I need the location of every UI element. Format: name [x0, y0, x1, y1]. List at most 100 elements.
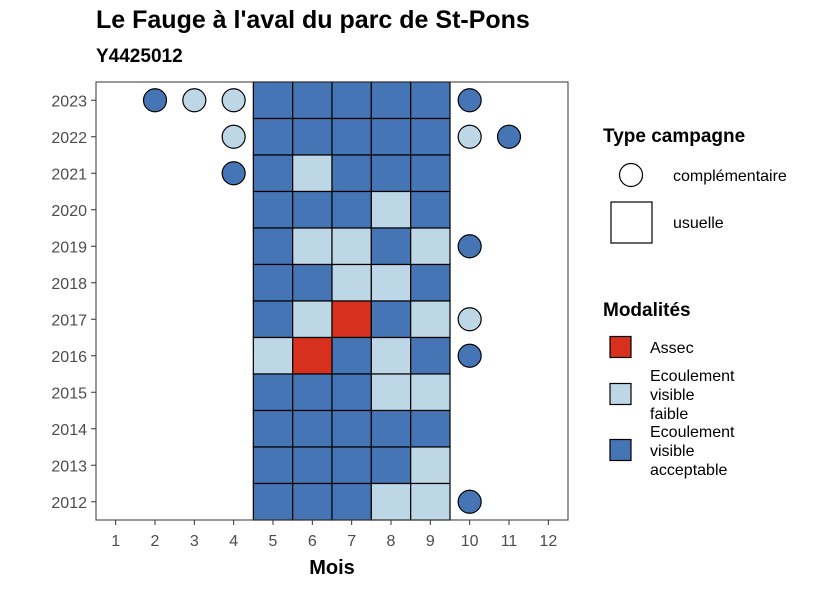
x-axis-title: Mois	[309, 557, 355, 579]
usual-cell	[370, 446, 412, 485]
usual-cell	[252, 117, 294, 156]
y-tick-label: 2021	[51, 166, 87, 183]
usual-cell	[331, 227, 372, 266]
usual-cell	[370, 336, 412, 375]
usual-cell	[370, 190, 412, 229]
usual-cell	[410, 117, 451, 156]
usual-cell	[292, 482, 333, 521]
usual-cell	[292, 300, 333, 339]
usual-cell	[370, 482, 412, 521]
x-tick-label: 4	[229, 533, 238, 550]
x-tick-label: 5	[269, 533, 278, 550]
usual-cell	[292, 227, 333, 266]
y-tick-label: 2015	[51, 385, 87, 402]
complementary-points	[142, 88, 522, 514]
usual-cells	[252, 81, 451, 521]
usual-cell	[331, 81, 372, 120]
legend-title-type-campagne: Type campagne	[603, 126, 745, 147]
complementary-point	[457, 124, 482, 149]
chart-subtitle: Y4425012	[96, 46, 183, 67]
usual-cell	[410, 154, 451, 193]
legend-label: acceptable	[650, 462, 727, 479]
y-tick-label: 2020	[51, 203, 87, 220]
x-tick-label: 7	[347, 533, 356, 550]
complementary-point	[457, 489, 482, 514]
y-tick-label: 2014	[51, 422, 87, 439]
usual-cell	[292, 336, 333, 375]
legend-key-circle	[618, 162, 644, 188]
y-tick-label: 2022	[51, 130, 87, 147]
legend-swatch	[609, 335, 632, 359]
usual-cell	[370, 154, 412, 193]
usual-cell	[252, 81, 294, 120]
usual-cell	[252, 336, 294, 375]
legend-label: visible	[650, 387, 695, 404]
legend-key-square	[610, 201, 653, 244]
legend-title-modalites: Modalités	[603, 300, 691, 321]
usual-cell	[370, 81, 412, 120]
x-axis: 1 2 3 4 5 6 7 8 9 10 11 12	[111, 520, 557, 550]
usual-cell	[252, 190, 294, 229]
usual-cell	[370, 117, 412, 156]
usual-cell	[410, 227, 451, 266]
complementary-point	[221, 124, 246, 149]
usual-cell	[410, 300, 451, 339]
complementary-point	[221, 161, 246, 186]
x-tick-label: 2	[151, 533, 160, 550]
usual-cell	[252, 154, 294, 193]
usual-cell	[292, 81, 333, 120]
usual-cell	[331, 117, 372, 156]
usual-cell	[410, 482, 451, 521]
x-tick-label: 8	[387, 533, 396, 550]
chart-title: Le Fauge à l'aval du parc de St-Pons	[96, 6, 530, 34]
complementary-point	[457, 343, 482, 368]
usual-cell	[331, 446, 372, 485]
legend-label: Ecoulement	[650, 424, 735, 441]
legend-type-campagne: Type campagne complémentaire usuelle	[603, 126, 787, 244]
legend-label: Ecoulement	[650, 368, 735, 385]
y-tick-label: 2017	[51, 312, 87, 329]
legend-label: complémentaire	[673, 168, 787, 185]
y-tick-label: 2012	[51, 495, 87, 512]
y-tick-label: 2023	[51, 93, 87, 110]
usual-cell	[252, 409, 294, 448]
usual-cell	[331, 373, 372, 412]
y-tick-label: 2016	[51, 349, 87, 366]
y-axis: 2023 2022 2021 2020 2019 2018 2017 2016 2015 2014…	[51, 93, 96, 512]
complementary-point	[457, 307, 482, 332]
complementary-point	[457, 88, 482, 113]
y-tick-label: 2013	[51, 458, 87, 475]
usual-cell	[410, 373, 451, 412]
usual-cell	[331, 190, 372, 229]
complementary-point	[457, 234, 482, 259]
legend-modalites: ModalitésAssecEcoulementvisiblefaibleEco…	[603, 300, 735, 479]
usual-cell	[252, 373, 294, 412]
usual-cell	[331, 154, 372, 193]
usual-cell	[331, 300, 372, 339]
usual-cell	[370, 300, 412, 339]
complementary-point	[221, 88, 246, 113]
usual-cell	[331, 336, 372, 375]
x-tick-label: 3	[190, 533, 199, 550]
usual-cell	[292, 117, 333, 156]
legend-label: Assec	[650, 340, 694, 357]
complementary-point	[182, 88, 207, 113]
usual-cell	[410, 190, 451, 229]
usual-cell	[370, 227, 412, 266]
usual-cell	[292, 190, 333, 229]
usual-cell	[370, 409, 412, 448]
x-tick-label: 12	[539, 533, 557, 550]
usual-cell	[292, 154, 333, 193]
usual-cell	[410, 81, 451, 120]
usual-cell	[331, 482, 372, 521]
legend-swatch	[609, 438, 632, 462]
usual-cell	[370, 263, 412, 302]
usual-cell	[410, 336, 451, 375]
complementary-point	[142, 88, 168, 113]
x-tick-label: 6	[308, 533, 317, 550]
x-tick-label: 10	[461, 533, 479, 550]
complementary-point	[496, 124, 522, 149]
usual-cell	[252, 263, 294, 302]
usual-cell	[331, 263, 372, 302]
